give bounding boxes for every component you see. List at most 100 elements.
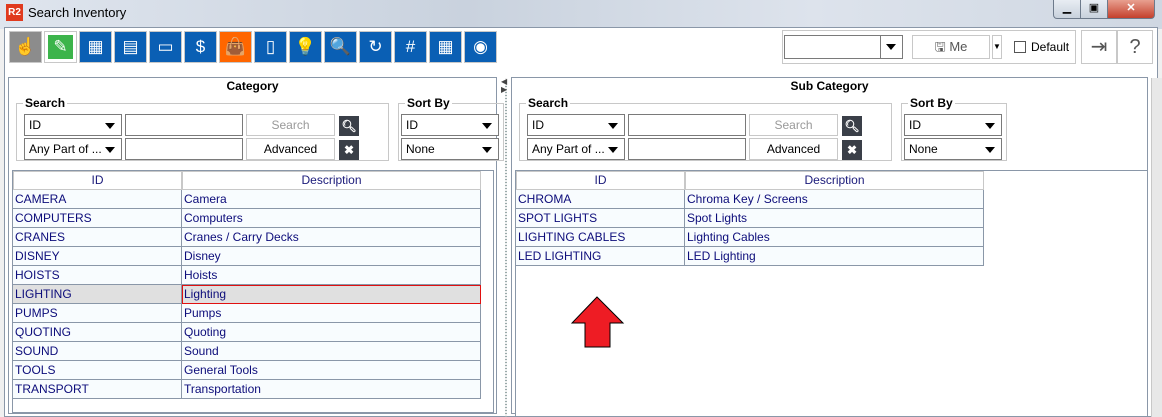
panel-splitter[interactable] bbox=[501, 78, 510, 417]
search-field-select[interactable]: ID bbox=[527, 114, 625, 136]
projector-view-button[interactable]: ◉ bbox=[464, 31, 497, 63]
column-header-id[interactable]: ID bbox=[516, 171, 685, 190]
table-row[interactable]: SOUND Sound bbox=[13, 342, 493, 361]
table-row[interactable]: SPOT LIGHTS Spot Lights bbox=[516, 209, 1147, 228]
search-button[interactable]: Search bbox=[749, 114, 838, 136]
table-row[interactable]: CAMERA Camera bbox=[13, 190, 493, 209]
default-checkbox[interactable] bbox=[1014, 41, 1026, 53]
match-type-select[interactable]: Any Part of ... bbox=[527, 138, 625, 160]
description-cell[interactable]: Quoting bbox=[182, 323, 481, 342]
column-header-description[interactable]: Description bbox=[685, 171, 984, 190]
hierarchy-button[interactable]: ▦ bbox=[79, 31, 112, 63]
description-cell[interactable]: Cranes / Carry Decks bbox=[182, 228, 481, 247]
id-cell[interactable]: CRANES bbox=[13, 228, 182, 247]
description-cell[interactable]: Hoists bbox=[182, 266, 481, 285]
book-button[interactable]: ▯ bbox=[254, 31, 287, 63]
shopping-bag-icon: 👜 bbox=[224, 37, 247, 56]
table-row[interactable]: COMPUTERS Computers bbox=[13, 209, 493, 228]
description-cell[interactable]: LED Lighting bbox=[685, 247, 984, 266]
table-row[interactable]: QUOTING Quoting bbox=[13, 323, 493, 342]
table-row[interactable]: LED LIGHTING LED Lighting bbox=[516, 247, 1147, 266]
column-header-id[interactable]: ID bbox=[13, 171, 182, 190]
table-row[interactable]: LIGHTING Lighting bbox=[13, 285, 493, 304]
maximize-button[interactable]: ▣ bbox=[1080, 0, 1108, 19]
save-options-dropdown[interactable]: ▼ bbox=[992, 35, 1002, 59]
clear-icon[interactable]: ✖ bbox=[339, 140, 359, 160]
search-input-secondary[interactable] bbox=[125, 138, 243, 160]
message-button[interactable]: ▤ bbox=[114, 31, 147, 63]
description-cell[interactable]: Disney bbox=[182, 247, 481, 266]
id-cell[interactable]: SPOT LIGHTS bbox=[516, 209, 685, 228]
table-row[interactable]: CHROMA Chroma Key / Screens bbox=[516, 190, 1147, 209]
hash-button[interactable]: # bbox=[394, 31, 427, 63]
id-cell[interactable]: CAMERA bbox=[13, 190, 182, 209]
sort-by-select[interactable]: ID bbox=[904, 114, 1002, 136]
description-cell[interactable]: Transportation bbox=[182, 380, 481, 399]
match-type-select[interactable]: Any Part of ... bbox=[24, 138, 122, 160]
hand-pointer-button[interactable]: ☝ bbox=[9, 31, 42, 63]
id-cell[interactable]: SOUND bbox=[13, 342, 182, 361]
id-cell[interactable]: CHROMA bbox=[516, 190, 685, 209]
help-button[interactable]: ? bbox=[1117, 30, 1153, 64]
calendar-projector-button[interactable]: ▦ bbox=[429, 31, 462, 63]
column-header-description[interactable]: Description bbox=[182, 171, 481, 190]
clear-icon[interactable]: ✖ bbox=[842, 140, 862, 160]
description-cell[interactable]: Camera bbox=[182, 190, 481, 209]
layout-select[interactable] bbox=[784, 35, 903, 59]
table-row[interactable]: HOISTS Hoists bbox=[13, 266, 493, 285]
id-cell[interactable]: PUMPS bbox=[13, 304, 182, 323]
save-layout-button[interactable]: 🖫 Me bbox=[912, 35, 990, 59]
search-input[interactable] bbox=[628, 114, 746, 136]
table-row[interactable]: TRANSPORT Transportation bbox=[13, 380, 493, 399]
search-button[interactable]: Search bbox=[246, 114, 335, 136]
table-row[interactable]: LIGHTING CABLES Lighting Cables bbox=[516, 228, 1147, 247]
table-row[interactable]: TOOLS General Tools bbox=[13, 361, 493, 380]
id-cell[interactable]: COMPUTERS bbox=[13, 209, 182, 228]
search-icon[interactable]: 🔍︎ bbox=[842, 116, 862, 136]
search-field-select[interactable]: ID bbox=[24, 114, 122, 136]
description-cell[interactable]: Lighting Cables bbox=[685, 228, 984, 247]
description-cell[interactable]: Chroma Key / Screens bbox=[685, 190, 984, 209]
hierarchy-icon: ▦ bbox=[87, 37, 104, 56]
id-cell[interactable]: LIGHTING bbox=[13, 285, 182, 304]
description-cell[interactable]: Pumps bbox=[182, 304, 481, 323]
splitter-arrows[interactable]: ◀ ▶ bbox=[501, 77, 508, 94]
tag-refresh-button[interactable]: ↻ bbox=[359, 31, 392, 63]
description-cell[interactable]: Computers bbox=[182, 209, 481, 228]
book-icon: ▯ bbox=[265, 37, 276, 56]
id-cell[interactable]: DISNEY bbox=[13, 247, 182, 266]
sort-by-select[interactable]: ID bbox=[401, 114, 499, 136]
hand-pointer-icon: ☝ bbox=[14, 37, 37, 56]
id-cell[interactable]: LED LIGHTING bbox=[516, 247, 685, 266]
exit-button[interactable]: ⇥ bbox=[1081, 30, 1117, 64]
description-cell[interactable]: Spot Lights bbox=[685, 209, 984, 228]
close-button[interactable]: ✕ bbox=[1107, 0, 1155, 19]
sort-by-secondary-select[interactable]: None bbox=[904, 138, 1002, 160]
table-row[interactable]: CRANES Cranes / Carry Decks bbox=[13, 228, 493, 247]
id-cell[interactable]: QUOTING bbox=[13, 323, 182, 342]
id-cell[interactable]: TOOLS bbox=[13, 361, 182, 380]
advanced-button[interactable]: Advanced bbox=[246, 138, 335, 160]
search-input-secondary[interactable] bbox=[628, 138, 746, 160]
shopping-bag-button[interactable]: 👜 bbox=[219, 31, 252, 63]
description-cell[interactable]: General Tools bbox=[182, 361, 481, 380]
sort-by-secondary-select[interactable]: None bbox=[401, 138, 499, 160]
description-cell[interactable]: Lighting bbox=[182, 285, 481, 304]
pencil-edit-button[interactable]: ✎ bbox=[44, 31, 77, 63]
price-tag-button[interactable]: $ bbox=[184, 31, 217, 63]
lightbulb-button[interactable]: 💡 bbox=[289, 31, 322, 63]
clipboard-search-button[interactable]: 🔍 bbox=[324, 31, 357, 63]
minimize-button[interactable]: ▁ bbox=[1053, 0, 1081, 19]
id-cell[interactable]: LIGHTING CABLES bbox=[516, 228, 685, 247]
id-cell[interactable]: TRANSPORT bbox=[13, 380, 182, 399]
projector-button[interactable]: ▭ bbox=[149, 31, 182, 63]
table-row[interactable]: DISNEY Disney bbox=[13, 247, 493, 266]
description-cell[interactable]: Sound bbox=[182, 342, 481, 361]
scrollbar[interactable] bbox=[1151, 78, 1162, 417]
search-icon[interactable]: 🔍︎ bbox=[339, 116, 359, 136]
advanced-button[interactable]: Advanced bbox=[749, 138, 838, 160]
search-input[interactable] bbox=[125, 114, 243, 136]
pencil-edit-icon: ✎ bbox=[53, 37, 68, 56]
id-cell[interactable]: HOISTS bbox=[13, 266, 182, 285]
table-row[interactable]: PUMPS Pumps bbox=[13, 304, 493, 323]
